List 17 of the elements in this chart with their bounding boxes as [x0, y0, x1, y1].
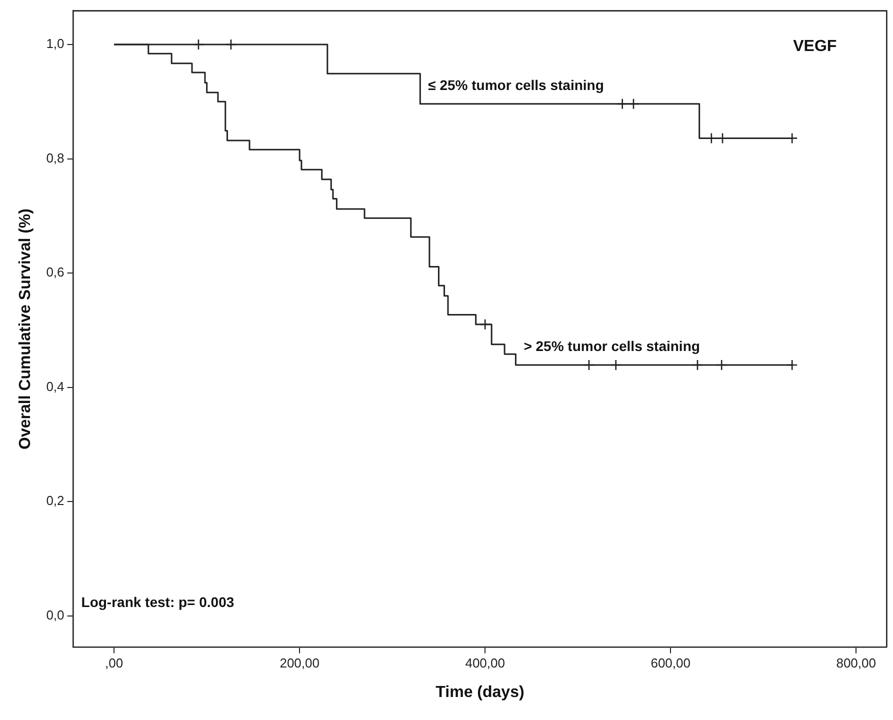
x-tick-label: 800,00 [836, 656, 876, 671]
y-tick-label: 0,0 [46, 607, 64, 622]
y-axis-title: Overall Cumulative Survival (%) [17, 208, 34, 450]
x-tick-label: 400,00 [465, 656, 505, 671]
annotation: Log-rank test: p= 0.003 [81, 594, 234, 610]
x-axis-title: Time (days) [436, 684, 524, 701]
series-label: > 25% tumor cells staining [524, 338, 700, 354]
y-tick-label: 0,4 [46, 378, 64, 394]
y-tick-label: 0,2 [46, 493, 64, 508]
x-tick-label: 200,00 [280, 656, 320, 671]
y-tick-label: 1,0 [46, 36, 64, 52]
annotation: VEGF [793, 38, 837, 55]
y-tick-label: 0,8 [46, 150, 64, 166]
series-label: ≤ 25% tumor cells staining [428, 76, 604, 93]
x-tick-label: ,00 [105, 656, 124, 671]
x-tick-label: 600,00 [650, 656, 690, 671]
y-tick-label: 0,6 [46, 264, 64, 280]
